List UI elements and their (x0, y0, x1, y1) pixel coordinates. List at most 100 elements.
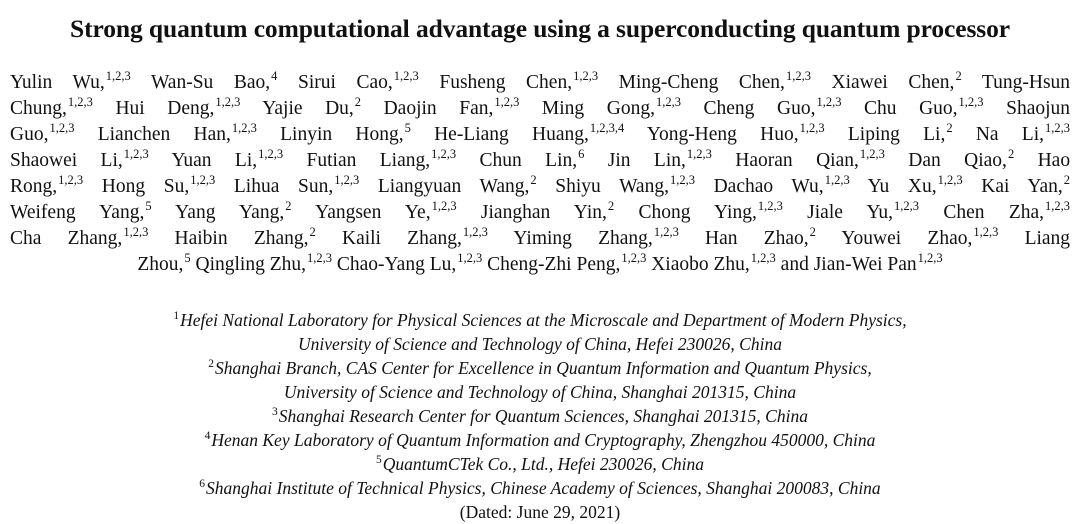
affiliation-superscript: 5 (145, 199, 152, 213)
affiliation-superscript: 4 (271, 69, 278, 83)
author-name-text: Yuan Li, (171, 150, 258, 171)
affiliation-number: 6 (199, 478, 206, 490)
author-name: Dachao Wu,1,2,3 (714, 173, 850, 197)
affiliation-superscript: 2 (309, 225, 316, 239)
author-name: Yajie Du,2 (262, 95, 361, 119)
affiliation-line: University of Science and Technology of … (0, 332, 1080, 356)
author-name-text: Guo, (10, 124, 49, 145)
affiliation-superscript: 1,2,3 (190, 173, 216, 187)
author-name: Na Li,1,2,3 (976, 121, 1071, 145)
author-name: Wan-Su Bao,4 (150, 69, 278, 93)
affiliation-text: Henan Key Laboratory of Quantum Informat… (211, 430, 876, 450)
affiliation-superscript: 1,2,3 (494, 95, 520, 109)
affiliation-superscript: 1,2,3 (757, 199, 783, 213)
author-name-text: Futian Liang, (306, 150, 431, 171)
author-name: Hong Su,1,2,3 (102, 173, 216, 197)
affiliation-number: 2 (208, 358, 215, 370)
author-name-text: Shaowei Li, (10, 150, 123, 171)
author-name-text: Weifeng Yang, (10, 202, 145, 223)
author-name-text: Chu Guo, (864, 98, 958, 119)
author-name: Yangsen Ye,1,2,3 (315, 199, 457, 223)
affiliation-superscript: 2 (607, 199, 615, 213)
affiliation-superscript: 1,2,3 (816, 95, 842, 109)
author-name-text: Jin Lin, (607, 150, 686, 171)
affiliation-line: 2Shanghai Branch, CAS Center for Excelle… (0, 356, 1080, 380)
author-name-text: Chong Ying, (638, 202, 757, 223)
author-name: Jianghan Yin,2 (481, 199, 615, 223)
affiliation-text: Shanghai Research Center for Quantum Sci… (278, 406, 808, 426)
author-list: Yulin Wu,1,2,3 Wan-Su Bao,4 Sirui Cao,1,… (10, 69, 1071, 278)
author-line: Rong,1,2,3 Hong Su,1,2,3 Lihua Sun,1,2,3… (10, 173, 1070, 200)
affiliation-number: 5 (376, 454, 382, 466)
author-name-text: Lianchen Han, (97, 124, 231, 145)
author-name-text: Chao-Yang Lu, (336, 254, 457, 275)
affiliation-superscript: 2 (285, 199, 292, 213)
author-name-text: Chen Zha, (943, 202, 1045, 223)
author-name: Futian Liang,1,2,3 (306, 147, 457, 171)
affiliation-superscript: 2 (1007, 147, 1015, 161)
author-name: Cha Zhang,1,2,3 (10, 225, 148, 249)
author-name-text: Shiyu Wang, (555, 176, 669, 197)
affiliation-superscript: 6 (578, 147, 585, 161)
affiliation-superscript: 1,2,3 (799, 121, 825, 135)
author-name: Hui Deng,1,2,3 (115, 95, 240, 119)
affiliation-superscript: 1,2,3 (669, 173, 695, 187)
affiliation-superscript: 1,2,3 (307, 251, 332, 265)
affiliation-text: Shanghai Institute of Technical Physics,… (206, 478, 881, 498)
author-name: Jiale Yu,1,2,3 (807, 199, 919, 223)
author-name: Linyin Hong,5 (280, 121, 411, 145)
affiliation-superscript: 1,2,3,4 (589, 121, 625, 135)
author-name: Chen Zha,1,2,3 (943, 199, 1071, 223)
affiliation-superscript: 1,2,3 (1045, 121, 1071, 135)
author-name-text: Kaili Zhang, (341, 228, 462, 249)
affiliation-superscript: 1,2,3 (457, 251, 483, 265)
author-name: Cheng-Zhi Peng,1,2,3 (487, 251, 647, 275)
paper-title: Strong quantum computational advantage u… (70, 14, 1010, 43)
author-name-text: Qingling Zhu, (195, 254, 307, 275)
author-name: Xiawei Chen,2 (832, 69, 962, 93)
author-name: Ming-Cheng Chen,1,2,3 (619, 69, 811, 93)
author-name-text: Kai Yan, (981, 176, 1063, 197)
affiliation-superscript: 1,2,3 (917, 251, 943, 265)
affiliation-superscript: 1,2,3 (67, 95, 93, 109)
author-name: Lihua Sun,1,2,3 (234, 173, 359, 197)
author-name: Dan Qiao,2 (908, 147, 1015, 171)
author-name: Jin Lin,1,2,3 (607, 147, 712, 171)
affiliation-superscript: 1,2,3 (1045, 199, 1071, 213)
author-name: Liang (1025, 228, 1070, 249)
author-name-text: Shaojun (1006, 98, 1071, 119)
author-name: Liangyuan Wang,2 (377, 173, 537, 197)
author-name: Lianchen Han,1,2,3 (97, 121, 257, 145)
affiliation-text: Hefei National Laboratory for Physical S… (180, 310, 907, 330)
affiliation-superscript: 1,2,3 (621, 251, 647, 265)
author-name-text: Xiaobo Zhu, (651, 254, 750, 275)
affiliation-superscript: 1,2,3 (431, 199, 457, 213)
author-name-text: Daojin Fan, (383, 98, 494, 119)
author-name: Xiaobo Zhu,1,2,3 (651, 251, 776, 275)
affiliation-superscript: 1,2,3 (750, 251, 776, 265)
author-name: Ming Gong,1,2,3 (541, 95, 681, 119)
affiliation-superscript: 1,2,3 (686, 147, 712, 161)
dated-line: (Dated: June 29, 2021) (459, 502, 621, 522)
affiliation-superscript: 1,2,3 (653, 225, 679, 239)
affiliation-superscript: 1,2,3 (431, 147, 457, 161)
author-name-text: Liangyuan Wang, (377, 176, 530, 197)
author-name: Youwei Zhao,1,2,3 (841, 225, 998, 249)
author-name: Rong,1,2,3 (10, 173, 83, 197)
author-name-text: Rong, (10, 176, 58, 197)
affiliation-superscript: 1,2,3 (105, 69, 131, 83)
author-name-text: Liang (1024, 228, 1071, 249)
affiliation-superscript: 1,2,3 (462, 225, 488, 239)
author-name-text: Jiale Yu, (807, 202, 894, 223)
affiliation-superscript: 1,2,3 (785, 69, 811, 83)
author-name: Yong-Heng Huo,1,2,3 (647, 121, 825, 145)
affiliation-superscript: 1,2,3 (937, 173, 963, 187)
affiliation-superscript: 1,2,3 (824, 173, 850, 187)
author-name-text: Ming Gong, (541, 98, 655, 119)
author-name: Chun Lin,6 (480, 147, 585, 171)
author-name: Fusheng Chen,1,2,3 (439, 69, 598, 93)
author-name-text: Wan-Su Bao, (150, 72, 271, 93)
affiliation-superscript: 1,2,3 (49, 121, 75, 135)
affiliation-text: Shanghai Branch, CAS Center for Excellen… (215, 358, 872, 378)
